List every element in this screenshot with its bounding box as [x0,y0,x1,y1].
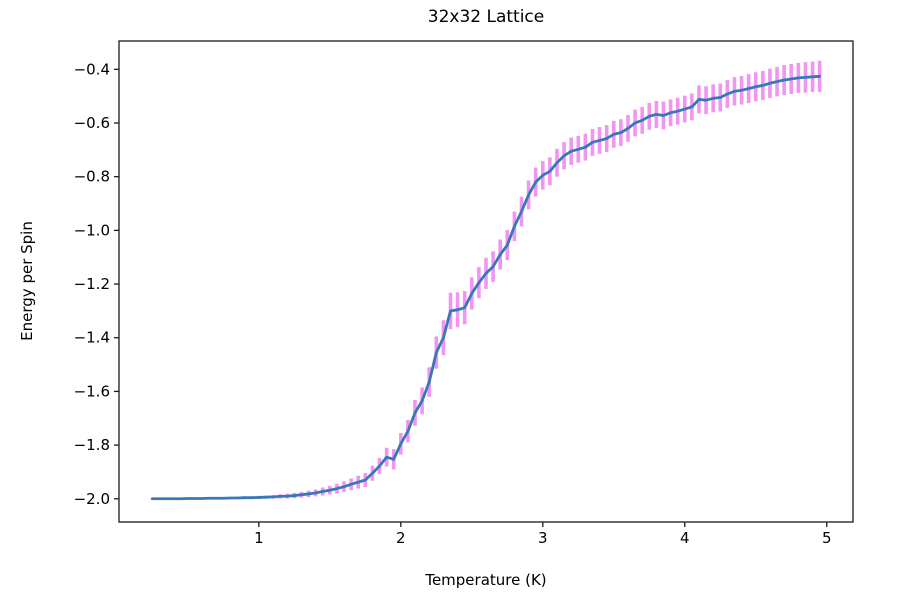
y-tick-label: −0.6 [74,114,110,132]
y-tick-label: −1.6 [74,382,110,400]
y-tick-label: −1.2 [74,275,110,293]
chart-title: 32x32 Lattice [427,7,545,27]
x-tick-label: 5 [822,529,832,547]
y-tick-label: −1.4 [74,329,110,347]
x-axis-label: Temperature (K) [425,571,547,589]
x-tick-label: 1 [254,529,264,547]
x-tick-label: 4 [680,529,690,547]
y-tick-label: −1.0 [74,221,110,239]
axes-frame [118,40,854,523]
x-tick-label: 3 [538,529,548,547]
y-tick-label: −0.4 [74,60,110,78]
y-tick-label: −1.8 [74,436,110,454]
y-tick-label: −0.8 [74,168,110,186]
y-tick-label: −2.0 [74,490,110,508]
energy-line [150,74,822,501]
x-tick-label: 2 [396,529,406,547]
